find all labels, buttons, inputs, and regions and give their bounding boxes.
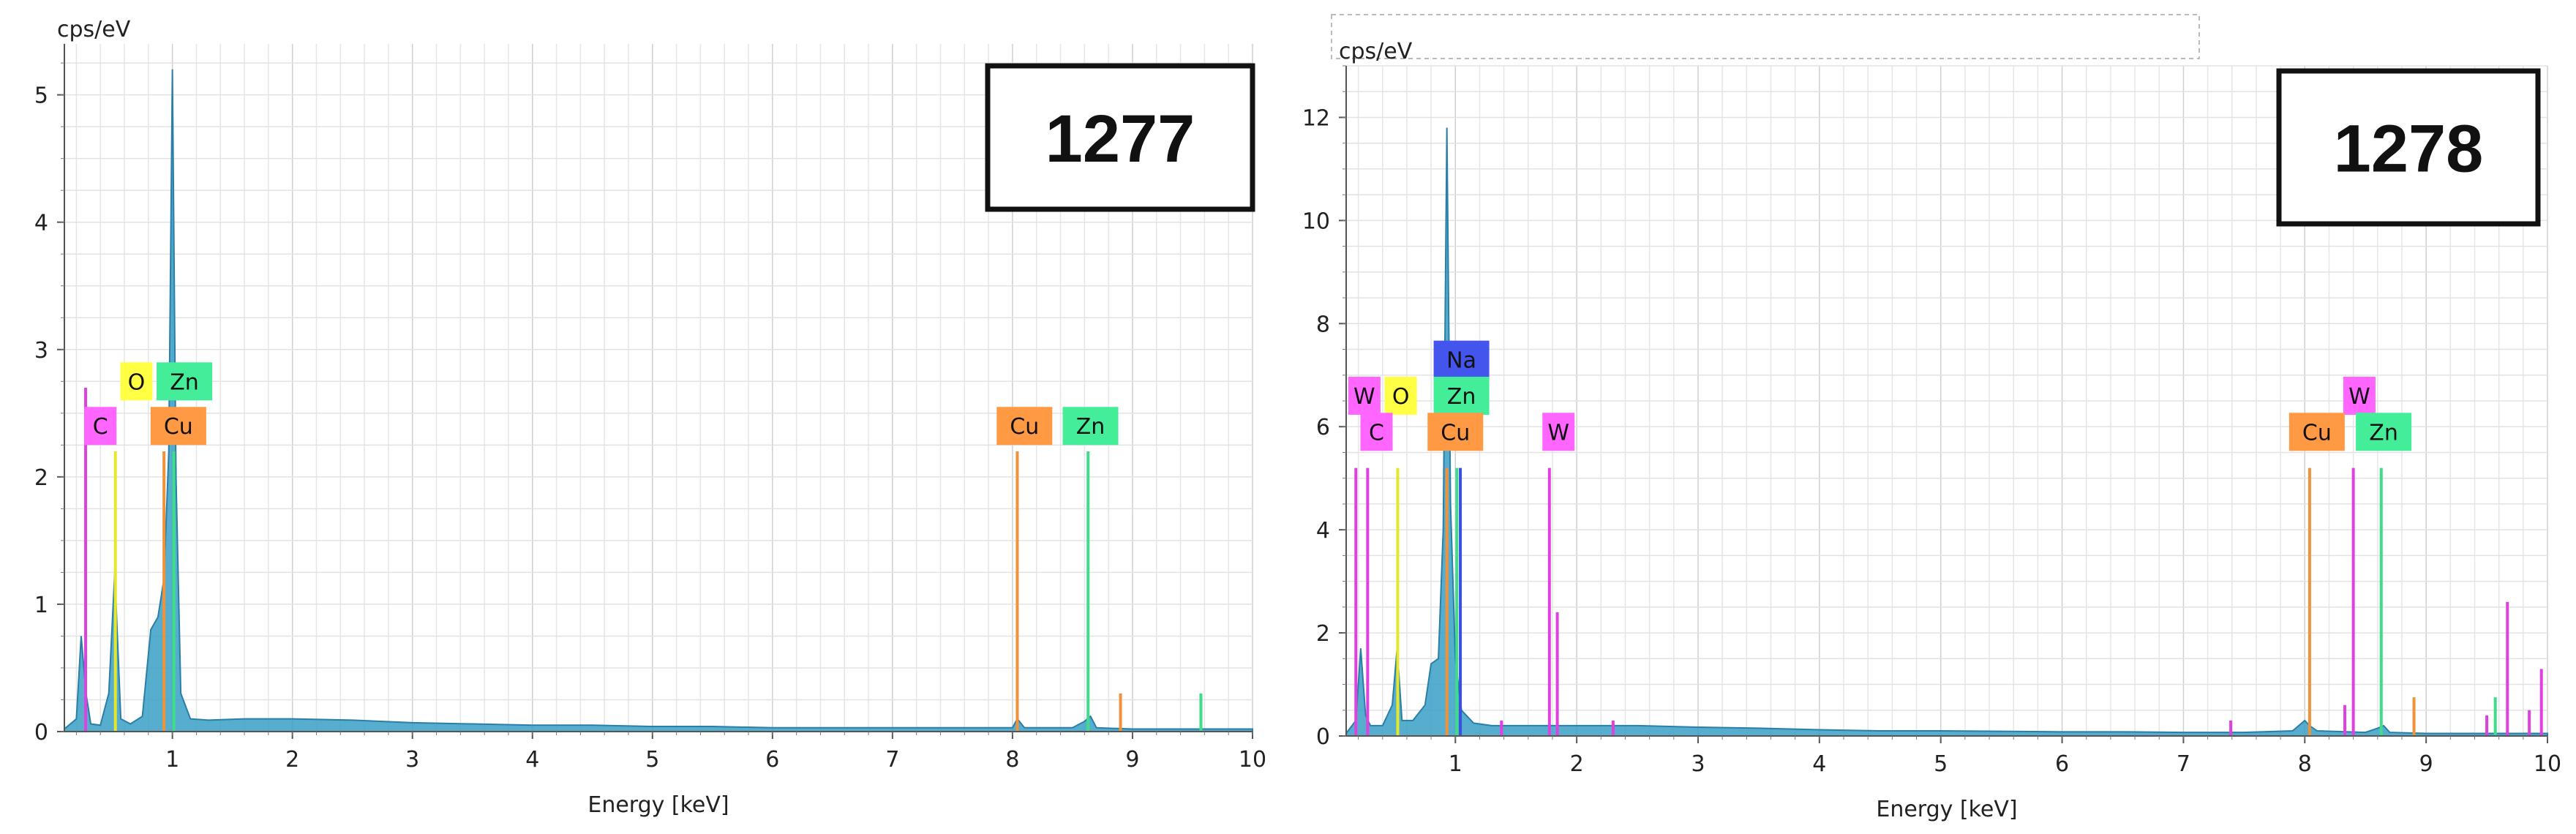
y-tick-label: 3: [34, 338, 48, 364]
element-tag-cu: [996, 407, 1053, 446]
element-tag-c: [84, 407, 117, 446]
right-spectrum-panel: 1 2 3 4 5 6 7 8 9 10 0 2 4 6 8 10 12 cps/eV Energy [keV] W O…: [1288, 0, 2576, 834]
x-axis-title: Energy [keV]: [1876, 797, 2017, 822]
y-tick-label: 4: [34, 211, 48, 236]
element-tag-label: Na: [1446, 348, 1476, 374]
grid: [64, 44, 1253, 732]
element-tag-o: [1384, 376, 1417, 415]
x-tick-label: 2: [285, 747, 299, 773]
element-tag-label: Cu: [2302, 420, 2332, 446]
element-tag-label: Zn: [1076, 414, 1105, 440]
element-tag-label: C: [1369, 420, 1384, 446]
x-tick-label: 3: [405, 747, 419, 773]
element-tag-zn: [2356, 413, 2412, 451]
header-frame: [1331, 14, 2200, 59]
element-tag-zn: [1062, 407, 1119, 446]
y-tick-label: 4: [1316, 518, 1330, 544]
x-tick-label: 9: [1125, 747, 1139, 773]
x-tick-label: 6: [765, 747, 779, 773]
y-tick-label: 0: [1316, 724, 1330, 750]
x-tick-label: 4: [1812, 751, 1826, 777]
x-tick-label: 7: [885, 747, 899, 773]
y-tick-label: 2: [1316, 621, 1330, 647]
y-tick-label: 1: [34, 593, 48, 618]
y-tick-label: 10: [1302, 209, 1330, 234]
spectrum-area: [1345, 127, 2548, 737]
y-tick-label: 8: [1316, 312, 1330, 337]
element-tag-w: [1348, 376, 1381, 415]
spectrum-chart-1277: 1 2 3 4 5 6 7 8 9 10 0 1 2 3 4 5 cps/eV Energy [keV] CO Zn C…: [34, 17, 1266, 818]
x-tick-label: 1: [1449, 751, 1462, 777]
y-tick-label: 12: [1302, 105, 1330, 131]
x-tick-label: 6: [2055, 751, 2069, 777]
y-tick-label: 2: [34, 465, 48, 491]
x-tick-label: 4: [525, 747, 539, 773]
y-tick-label: 0: [34, 720, 48, 745]
y-tick-label: 6: [1316, 415, 1330, 440]
element-tag-w: [2343, 376, 2376, 415]
sample-id-box: [985, 63, 1255, 212]
element-tag-c: [1360, 413, 1393, 451]
x-tick-label: 8: [2298, 751, 2312, 777]
element-tag-label: W: [2348, 384, 2370, 410]
x-tick-label: 7: [2177, 751, 2190, 777]
x-tick-label: 5: [645, 747, 659, 773]
element-tag-label: Cu: [1441, 420, 1470, 446]
x-tick-label: 5: [1934, 751, 1948, 777]
element-tag-cu: [2288, 413, 2345, 451]
sample-id-box: [2276, 68, 2541, 227]
element-tag-label: W: [1547, 420, 1569, 446]
element-tag-zn: [1433, 376, 1490, 415]
element-tag-cu: [1427, 413, 1484, 451]
x-tick-label: 1: [165, 747, 179, 773]
x-tick-label: 8: [1005, 747, 1019, 773]
element-tag-label: O: [128, 369, 146, 395]
element-tag-label: W: [1353, 384, 1375, 410]
x-tick-label: 10: [2534, 751, 2561, 777]
y-tick-label: 5: [34, 83, 48, 109]
spectrum-area: [64, 69, 1253, 732]
element-tag-o: [120, 362, 153, 401]
y-axis-title: cps/eV: [1339, 39, 1413, 64]
element-tag-label: O: [1392, 384, 1410, 410]
x-tick-label: 9: [2419, 751, 2433, 777]
element-tag-label: Zn: [170, 369, 199, 395]
left-spectrum-panel: 1 2 3 4 5 6 7 8 9 10 0 1 2 3 4 5 cps/eV Energy [keV] C O Zn C…: [34, 17, 1266, 818]
element-tag-w: [1542, 413, 1575, 451]
y-axis-title: cps/eV: [57, 17, 131, 42]
sample-id-label: 1278: [2334, 112, 2484, 187]
grid: [1346, 65, 2548, 737]
element-tag-na: [1433, 340, 1490, 379]
element-tag-zn: [157, 362, 213, 401]
element-tag-label: Zn: [2369, 420, 2398, 446]
element-tag-label: Cu: [1010, 414, 1039, 440]
element-tag-label: Cu: [164, 414, 193, 440]
element-tag-label: Zn: [1447, 384, 1476, 410]
x-tick-label: 2: [1570, 751, 1584, 777]
element-tag-cu: [150, 407, 206, 446]
x-axis-title: Energy [keV]: [587, 792, 729, 818]
sample-id-label: 1277: [1045, 102, 1195, 176]
x-tick-label: 10: [1239, 747, 1266, 773]
element-tag-label: C: [93, 414, 108, 440]
x-tick-label: 3: [1691, 751, 1705, 777]
